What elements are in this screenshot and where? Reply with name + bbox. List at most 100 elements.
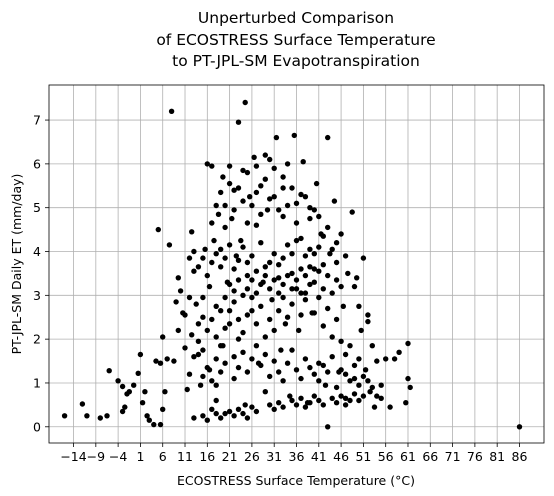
data-point — [342, 402, 349, 408]
data-point — [262, 272, 268, 279]
data-point — [338, 338, 344, 344]
data-point — [144, 413, 150, 419]
data-point — [226, 321, 233, 327]
data-point — [311, 207, 317, 213]
data-point — [298, 266, 304, 272]
data-point — [311, 279, 317, 285]
data-point — [298, 290, 304, 296]
data-point — [262, 389, 268, 395]
x-tick-label: 81 — [489, 449, 505, 464]
data-point — [338, 231, 344, 237]
data-point — [168, 108, 175, 115]
data-point — [186, 294, 193, 301]
data-point — [244, 312, 251, 318]
data-point — [262, 351, 268, 358]
data-point — [171, 358, 177, 364]
data-point — [338, 283, 344, 290]
data-point — [316, 268, 322, 274]
data-point — [258, 281, 264, 288]
data-point — [160, 406, 166, 412]
data-point — [293, 402, 300, 408]
data-point — [249, 308, 255, 314]
data-point — [331, 198, 338, 204]
data-point — [200, 347, 206, 353]
data-point — [166, 242, 173, 248]
data-point — [302, 356, 309, 362]
data-point — [235, 277, 242, 283]
data-point — [229, 215, 235, 222]
data-point — [271, 165, 277, 171]
data-point — [222, 360, 228, 366]
data-point — [276, 207, 282, 213]
y-tick-label: 1 — [33, 375, 41, 390]
data-point — [356, 356, 362, 362]
data-point — [249, 356, 255, 362]
data-point — [193, 301, 199, 307]
data-point — [342, 351, 349, 358]
data-point — [320, 286, 326, 292]
data-point — [209, 220, 215, 226]
x-tick-label: 61 — [400, 449, 416, 464]
data-point — [289, 185, 295, 191]
data-point — [271, 327, 277, 334]
data-point — [327, 251, 333, 257]
data-point — [342, 253, 349, 259]
data-point — [235, 257, 242, 263]
data-point — [240, 349, 246, 355]
data-point — [307, 205, 313, 211]
x-tick-label: 41 — [311, 449, 327, 464]
data-point — [329, 246, 335, 252]
data-point — [264, 207, 271, 213]
data-point — [262, 334, 268, 340]
data-point — [320, 402, 326, 408]
data-point — [151, 421, 157, 428]
data-point — [347, 343, 353, 349]
chart-title-line-1: Unperturbed Comparison — [198, 9, 394, 27]
data-point — [333, 259, 340, 266]
data-point — [119, 408, 126, 415]
data-point — [122, 404, 128, 410]
data-point — [189, 229, 195, 235]
data-point — [302, 194, 309, 200]
chart-title-line-2: of ECOSTRESS Surface Temperature — [156, 31, 435, 49]
data-point — [186, 255, 193, 261]
data-point — [240, 198, 246, 204]
data-point — [155, 226, 161, 233]
data-point — [267, 402, 273, 408]
data-point — [235, 316, 242, 323]
data-point — [351, 375, 358, 382]
data-point — [218, 343, 224, 349]
data-point — [280, 294, 286, 301]
data-point — [333, 316, 340, 323]
data-point — [173, 299, 179, 305]
data-point — [293, 220, 300, 226]
data-point — [137, 351, 144, 358]
data-point — [204, 272, 210, 279]
data-point — [271, 358, 277, 364]
data-point — [284, 272, 291, 279]
y-tick-label: 4 — [33, 244, 41, 259]
data-point — [157, 421, 164, 428]
data-point — [258, 211, 264, 217]
data-point — [218, 369, 224, 375]
data-point — [267, 316, 273, 323]
data-point — [322, 382, 329, 388]
data-point — [200, 255, 206, 261]
data-point — [276, 308, 282, 314]
x-tick-label: 66 — [422, 449, 438, 464]
data-point — [242, 402, 248, 408]
y-axis-ticks: 0 1 2 3 4 5 6 7 — [33, 113, 49, 434]
data-point — [258, 240, 264, 246]
data-point — [345, 270, 351, 277]
data-point — [200, 373, 206, 380]
data-point — [164, 356, 170, 362]
data-point — [293, 237, 300, 244]
data-point — [289, 301, 295, 307]
data-point — [244, 272, 251, 279]
data-point — [226, 281, 233, 288]
data-point — [231, 187, 237, 193]
data-point — [374, 358, 380, 364]
data-point — [325, 305, 331, 312]
data-point — [311, 371, 317, 377]
data-point — [213, 410, 219, 417]
